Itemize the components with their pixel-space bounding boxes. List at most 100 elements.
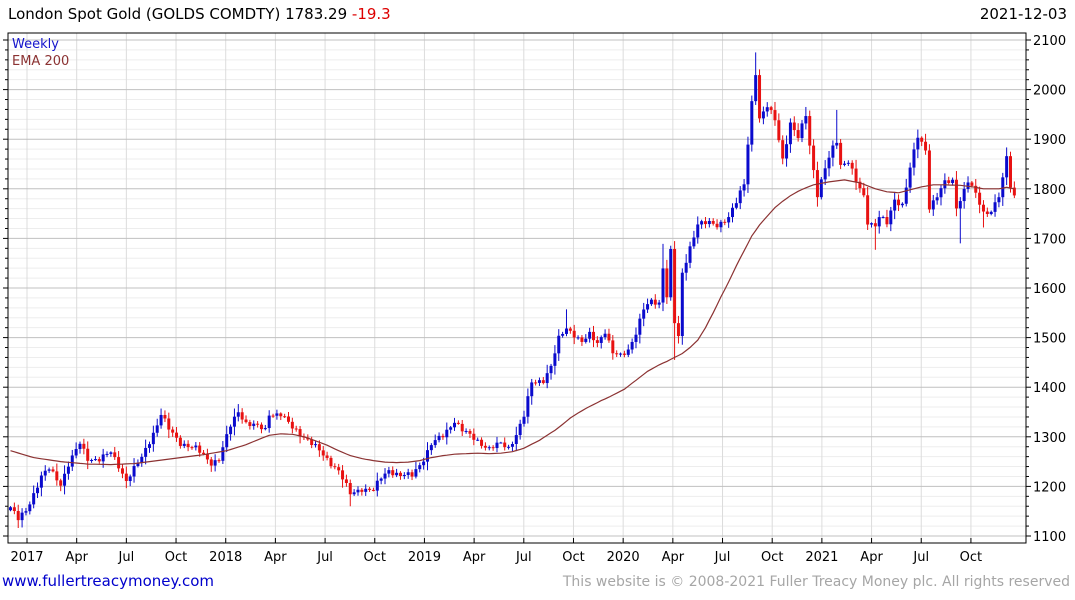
candle-body	[36, 487, 40, 494]
candle-body	[441, 435, 445, 438]
candle-body	[256, 423, 260, 425]
candle-body	[769, 107, 773, 111]
candle-body	[468, 430, 472, 434]
candle-body	[1008, 156, 1012, 188]
candle-body	[534, 382, 538, 384]
candle-body	[422, 461, 426, 466]
candle-body	[379, 478, 383, 481]
candle-body	[588, 331, 592, 339]
candle-body	[549, 365, 553, 374]
candle-body	[885, 217, 889, 225]
candle-body	[109, 452, 113, 454]
candle-body	[155, 425, 159, 433]
candle-body	[406, 472, 410, 475]
candle-body	[132, 466, 136, 477]
candle-body	[290, 421, 294, 429]
candle-body	[159, 414, 163, 426]
candle-body	[105, 453, 109, 455]
candle-body	[626, 349, 630, 355]
candle-body	[530, 382, 534, 397]
candle-body	[603, 333, 607, 338]
candle-body	[916, 137, 920, 150]
ema-line	[10, 179, 1015, 466]
candle-body	[213, 460, 217, 466]
candle-body	[171, 429, 175, 433]
candle-body	[954, 179, 958, 209]
ema-legend-label: EMA 200	[12, 54, 70, 69]
y-tick-label: 1700	[1033, 232, 1066, 247]
candle-body	[962, 188, 966, 202]
y-tick-label: 2000	[1033, 84, 1066, 99]
candle-body	[244, 419, 248, 423]
candle-body	[935, 197, 939, 201]
candle-body	[410, 472, 414, 477]
candle-body	[449, 427, 453, 430]
candle-body	[267, 415, 271, 429]
candle-body	[719, 221, 723, 228]
candle-body	[43, 470, 47, 476]
candle-body	[101, 454, 105, 462]
x-tick-label: Oct	[960, 550, 982, 565]
candle-body	[453, 422, 457, 428]
candle-body	[117, 457, 121, 469]
candle-body	[715, 223, 719, 228]
candle-body	[831, 145, 835, 158]
y-tick-label: 1900	[1033, 133, 1066, 148]
candle-body	[754, 75, 758, 102]
timeframe-label: Weekly	[12, 37, 59, 52]
x-tick-label: Apr	[662, 550, 685, 565]
candle-body	[190, 447, 194, 449]
candle-body	[460, 423, 464, 432]
candle-body	[703, 221, 707, 225]
candle-body	[167, 418, 171, 430]
candle-body	[82, 443, 86, 449]
candle-body	[387, 470, 391, 474]
candle-body	[842, 163, 846, 165]
candle-body	[993, 202, 997, 212]
candle-body	[395, 472, 399, 476]
site-link[interactable]: www.fullertreacymoney.com	[2, 572, 215, 590]
x-tick-label: Jul	[316, 550, 333, 565]
candle-body	[522, 416, 526, 424]
candle-body	[414, 469, 418, 477]
candle-body	[182, 443, 186, 446]
candle-body	[329, 457, 333, 467]
candle-body	[263, 428, 267, 430]
candle-body	[912, 149, 916, 168]
candle-body	[877, 217, 881, 227]
candle-body	[236, 412, 240, 417]
candle-body	[800, 123, 804, 139]
x-tick-label: Jul	[118, 550, 135, 565]
candle-body	[657, 302, 661, 305]
candle-body	[275, 413, 279, 416]
chart-date: 2021-12-03	[979, 5, 1067, 23]
candle-body	[252, 423, 256, 426]
candle-body	[298, 429, 302, 437]
candle-body	[561, 333, 565, 336]
candle-body	[514, 435, 518, 444]
candle-body	[866, 195, 870, 225]
candle-body	[615, 353, 619, 355]
candle-body	[920, 137, 924, 142]
candle-body	[286, 416, 290, 422]
candle-body	[59, 480, 63, 486]
candle-body	[198, 445, 202, 453]
x-tick-label: Oct	[165, 550, 187, 565]
candle-body	[900, 203, 904, 206]
candle-body	[383, 473, 387, 479]
candle-body	[611, 340, 615, 354]
candle-body	[897, 199, 901, 206]
candle-body	[584, 338, 588, 342]
candle-body	[634, 334, 638, 342]
candle-body	[850, 162, 854, 169]
candle-body	[437, 435, 441, 441]
candle-body	[661, 268, 665, 303]
candle-body	[32, 493, 36, 505]
candle-body	[812, 145, 816, 171]
candle-body	[113, 452, 117, 458]
candle-body	[553, 353, 557, 366]
y-tick-label: 1500	[1033, 332, 1066, 347]
candle-body	[958, 201, 962, 209]
